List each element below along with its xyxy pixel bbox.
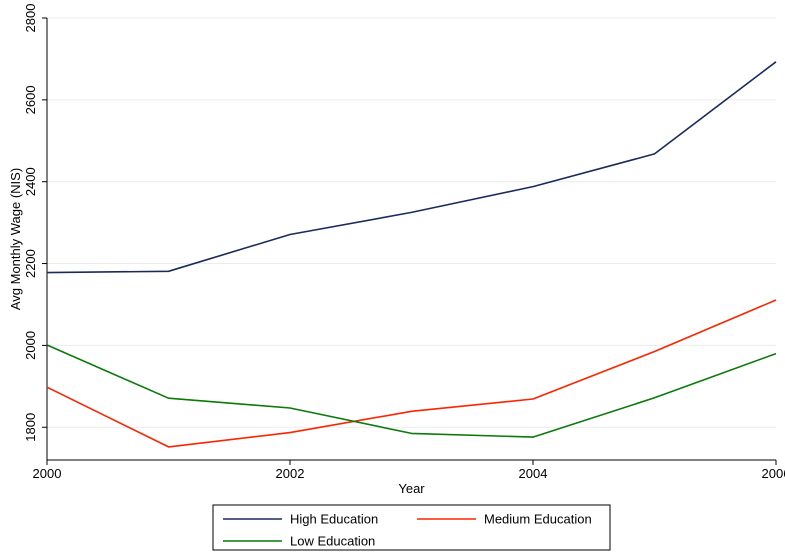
y-axis-title: Avg Monthly Wage (NIS) [8, 168, 23, 310]
legend-label-high-education: High Education [290, 512, 378, 527]
legend: High Education Medium Education Low Educat… [212, 504, 611, 551]
ticks: 1800 2000 2200 2400 2600 2800 2000 2002 2004 2006 [23, 4, 785, 481]
x-tick-label: 2006 [762, 466, 785, 481]
series-line-low-education [46, 344, 777, 438]
y-tick-label: 2800 [23, 4, 38, 33]
series-line-high-education [46, 61, 777, 274]
x-tick-label: 2002 [276, 466, 305, 481]
x-tick-label: 2004 [519, 466, 548, 481]
axes [46, 18, 776, 461]
y-tick-label: 2600 [23, 85, 38, 114]
gridlines [47, 17, 776, 428]
x-axis-title: Year [398, 481, 425, 496]
y-tick-label: 2000 [23, 331, 38, 360]
legend-box [212, 504, 611, 551]
legend-label-low-education: Low Education [290, 534, 375, 549]
series-lines [46, 61, 777, 448]
legend-label-medium-education: Medium Education [484, 512, 592, 527]
y-tick-label: 2200 [23, 249, 38, 278]
y-tick-label: 2400 [23, 167, 38, 196]
series-line-medium-education [46, 299, 777, 448]
x-tick-label: 2000 [33, 466, 62, 481]
y-tick-label: 1800 [23, 413, 38, 442]
